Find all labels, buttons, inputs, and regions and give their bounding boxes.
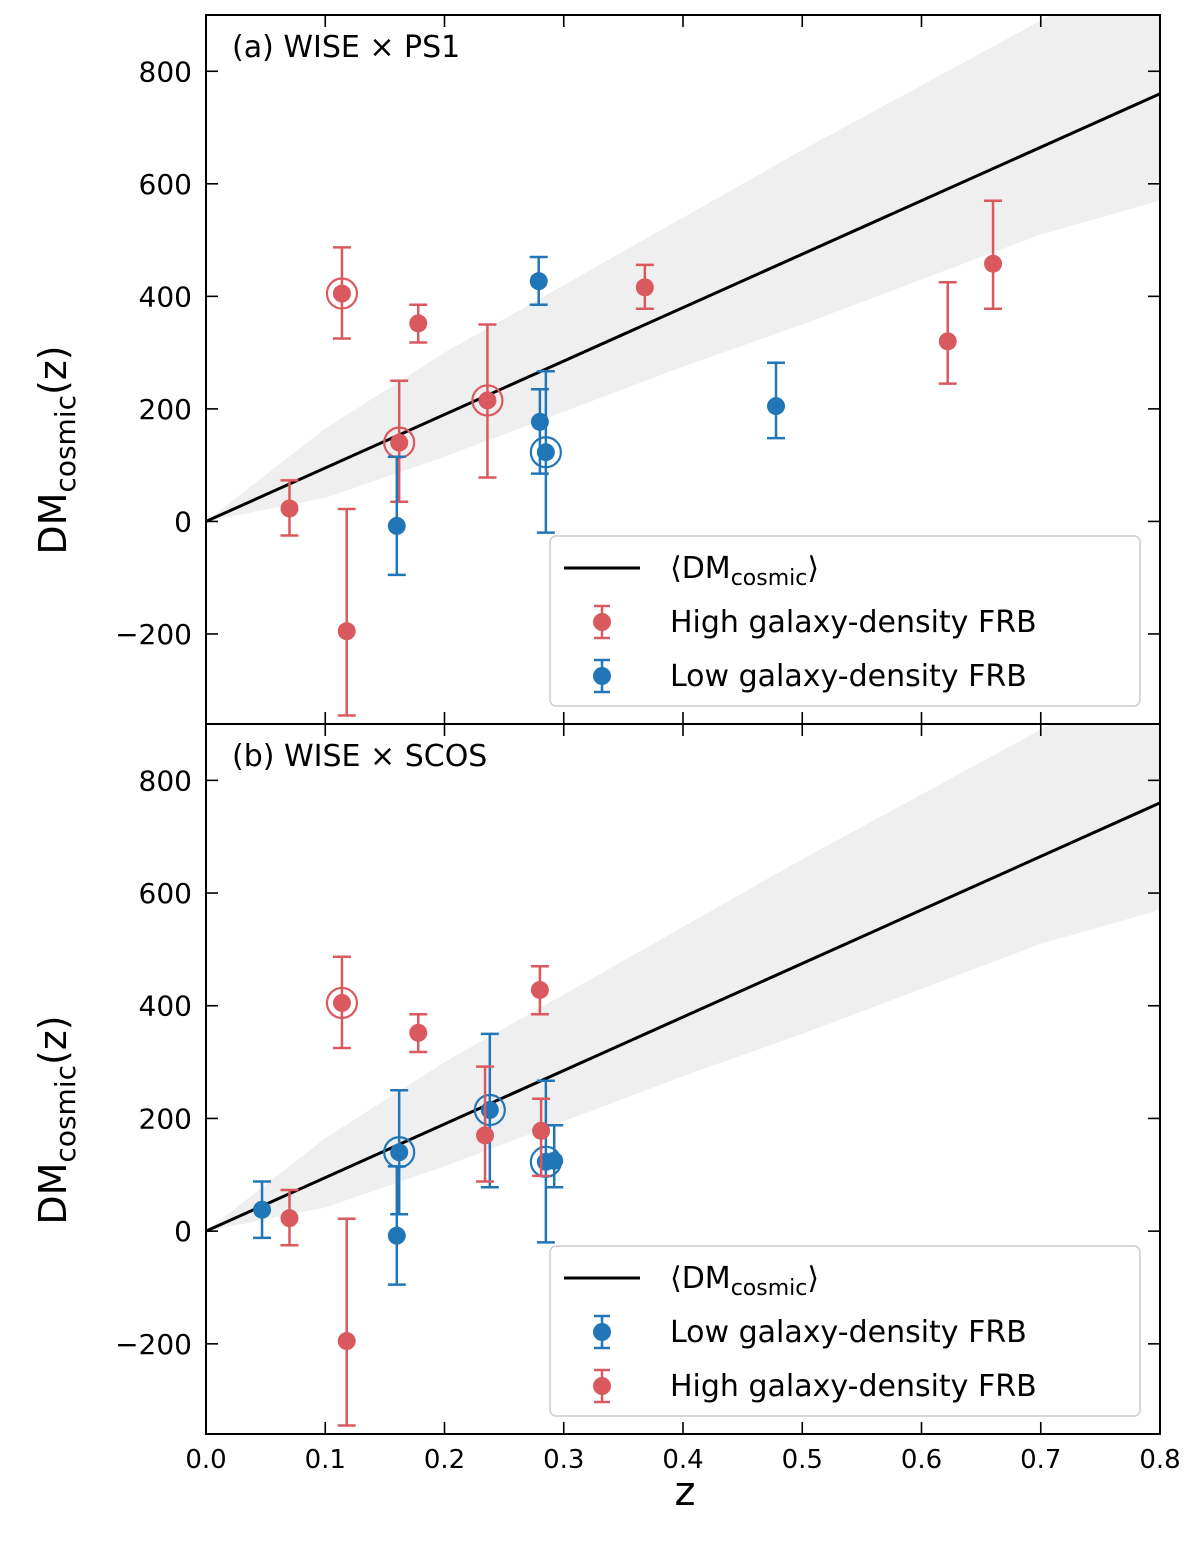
data-point-high	[332, 993, 351, 1012]
data-point-low	[390, 1143, 409, 1162]
data-point-low	[387, 1226, 406, 1245]
data-point-high	[280, 1209, 299, 1228]
legend-label: Low galaxy-density FRB	[670, 659, 1027, 694]
scatter-band	[206, 15, 1160, 522]
y-tick-label: 600	[139, 168, 192, 201]
panel-a: −200 0 200 400 600 800 (a) WISE × PS1 ⟨DMcosmic…	[115, 14, 1161, 725]
data-point-low	[387, 516, 406, 535]
legend-label-tail: ⟩	[807, 1261, 819, 1296]
legend-item: Low galaxy-density FRB	[593, 1314, 1027, 1350]
highlight-ring	[325, 277, 359, 310]
legend-label-main: ⟨DM	[670, 551, 731, 586]
legend-item: High galaxy-density FRB	[593, 1368, 1037, 1404]
legend-item: ⟨DMcosmic⟩	[564, 1261, 819, 1301]
legend-label: High galaxy-density FRB	[670, 605, 1037, 640]
data-point-low	[536, 443, 555, 462]
x-tick-label: 0.1	[305, 1445, 346, 1475]
data-point-high	[532, 1121, 551, 1140]
legend-label-main: ⟨DM	[670, 1261, 731, 1296]
data-point-high	[476, 1126, 495, 1145]
legend-label: Low galaxy-density FRB	[670, 1315, 1027, 1350]
x-tick-label: 0.5	[782, 1445, 823, 1475]
scatter-band	[206, 724, 1160, 1232]
data-point-high	[409, 1023, 428, 1042]
y-tick-label: 200	[139, 393, 192, 426]
y-tick-label: 200	[139, 1102, 192, 1135]
data-point-high	[478, 391, 497, 410]
y-axis-label-tail: (z)	[31, 345, 75, 395]
y-tick-label: −200	[115, 1328, 192, 1361]
data-point-high	[530, 980, 549, 999]
y-tick-label: 400	[139, 280, 192, 313]
data-point-high	[635, 278, 654, 297]
y-tick-label: −200	[115, 618, 192, 651]
highlight-ring	[325, 986, 359, 1020]
data-point-high	[984, 254, 1003, 273]
panel-title: (a) WISE × PS1	[232, 30, 460, 65]
y-tick-label: 600	[139, 877, 192, 910]
legend-box	[549, 1245, 1141, 1417]
data-point-high	[409, 314, 428, 333]
x-tick-label: 0.4	[662, 1445, 703, 1475]
legend-label-sub: cosmic	[731, 1276, 808, 1301]
data-point-low	[545, 1151, 564, 1170]
data-point-low	[767, 397, 786, 416]
legend: ⟨DMcosmic⟩ Low galaxy-density FRB High gal…	[549, 1245, 1141, 1417]
legend-label: ⟨DMcosmic⟩	[670, 551, 819, 591]
data-point-high	[390, 433, 409, 452]
legend-item: High galaxy-density FRB	[593, 604, 1037, 640]
y-axis-label-a: DMcosmic(z)	[31, 345, 82, 554]
data-point-high	[332, 284, 351, 303]
legend-box	[549, 535, 1141, 707]
highlight-ring	[383, 1136, 416, 1169]
mean-dm-line	[206, 801, 1160, 1233]
x-tick-label: 0.2	[424, 1445, 465, 1475]
highlight-ring	[529, 436, 562, 469]
legend-item: ⟨DMcosmic⟩	[564, 551, 819, 591]
data-point-low	[529, 272, 548, 291]
data-point-high	[337, 622, 356, 641]
legend-marker-swatch	[593, 613, 611, 631]
legend-marker-swatch	[593, 667, 611, 685]
y-axis-label-b: DMcosmic(z)	[31, 1015, 82, 1224]
legend-label: ⟨DMcosmic⟩	[670, 1261, 819, 1301]
y-tick-label: 800	[139, 764, 192, 797]
y-tick-label: 400	[139, 990, 192, 1023]
y-tick-label: 0	[174, 505, 192, 538]
x-tick-label: 0.7	[1020, 1445, 1061, 1475]
legend: ⟨DMcosmic⟩ High galaxy-density FRB Low gal…	[549, 535, 1141, 707]
plot-area	[206, 724, 1160, 1427]
highlight-ring	[471, 384, 504, 417]
x-tick-label: 0.6	[901, 1445, 942, 1475]
data-point-high	[938, 332, 957, 351]
y-axis-label-main: DM	[31, 493, 75, 555]
mean-dm-line	[206, 92, 1160, 523]
legend-item: Low galaxy-density FRB	[593, 658, 1027, 694]
legend-marker-swatch	[593, 1377, 611, 1395]
legend-label-tail: ⟩	[807, 551, 819, 586]
y-axis-label-main: DM	[31, 1163, 75, 1225]
data-point-high	[280, 499, 299, 518]
x-tick-label: 0.3	[543, 1445, 584, 1475]
panel-b: 0.0 0.1 0.2 0.3 0.4 0.5 0.6 0.7 0.8 −200 0 200 400 60…	[115, 723, 1181, 1475]
x-tick-label: 0.8	[1139, 1445, 1180, 1475]
data-point-low	[253, 1200, 272, 1219]
data-point-low	[530, 412, 549, 431]
y-axis-label-tail: (z)	[31, 1015, 75, 1065]
legend-label-sub: cosmic	[731, 566, 808, 591]
y-tick-label: 800	[139, 55, 192, 88]
data-point-high	[337, 1332, 356, 1351]
x-axis-label: z	[675, 1469, 696, 1515]
plot-area	[206, 15, 1160, 717]
y-axis-label-sub: cosmic	[49, 1065, 82, 1163]
y-axis-label-sub: cosmic	[49, 395, 82, 493]
legend-marker-swatch	[593, 1323, 611, 1341]
highlight-ring	[473, 1093, 506, 1127]
x-tick-label: 0.0	[185, 1445, 226, 1475]
data-point-low	[480, 1100, 499, 1119]
legend-label: High galaxy-density FRB	[670, 1369, 1037, 1404]
panel-title: (b) WISE × SCOS	[232, 739, 487, 774]
y-tick-label: 0	[174, 1215, 192, 1248]
